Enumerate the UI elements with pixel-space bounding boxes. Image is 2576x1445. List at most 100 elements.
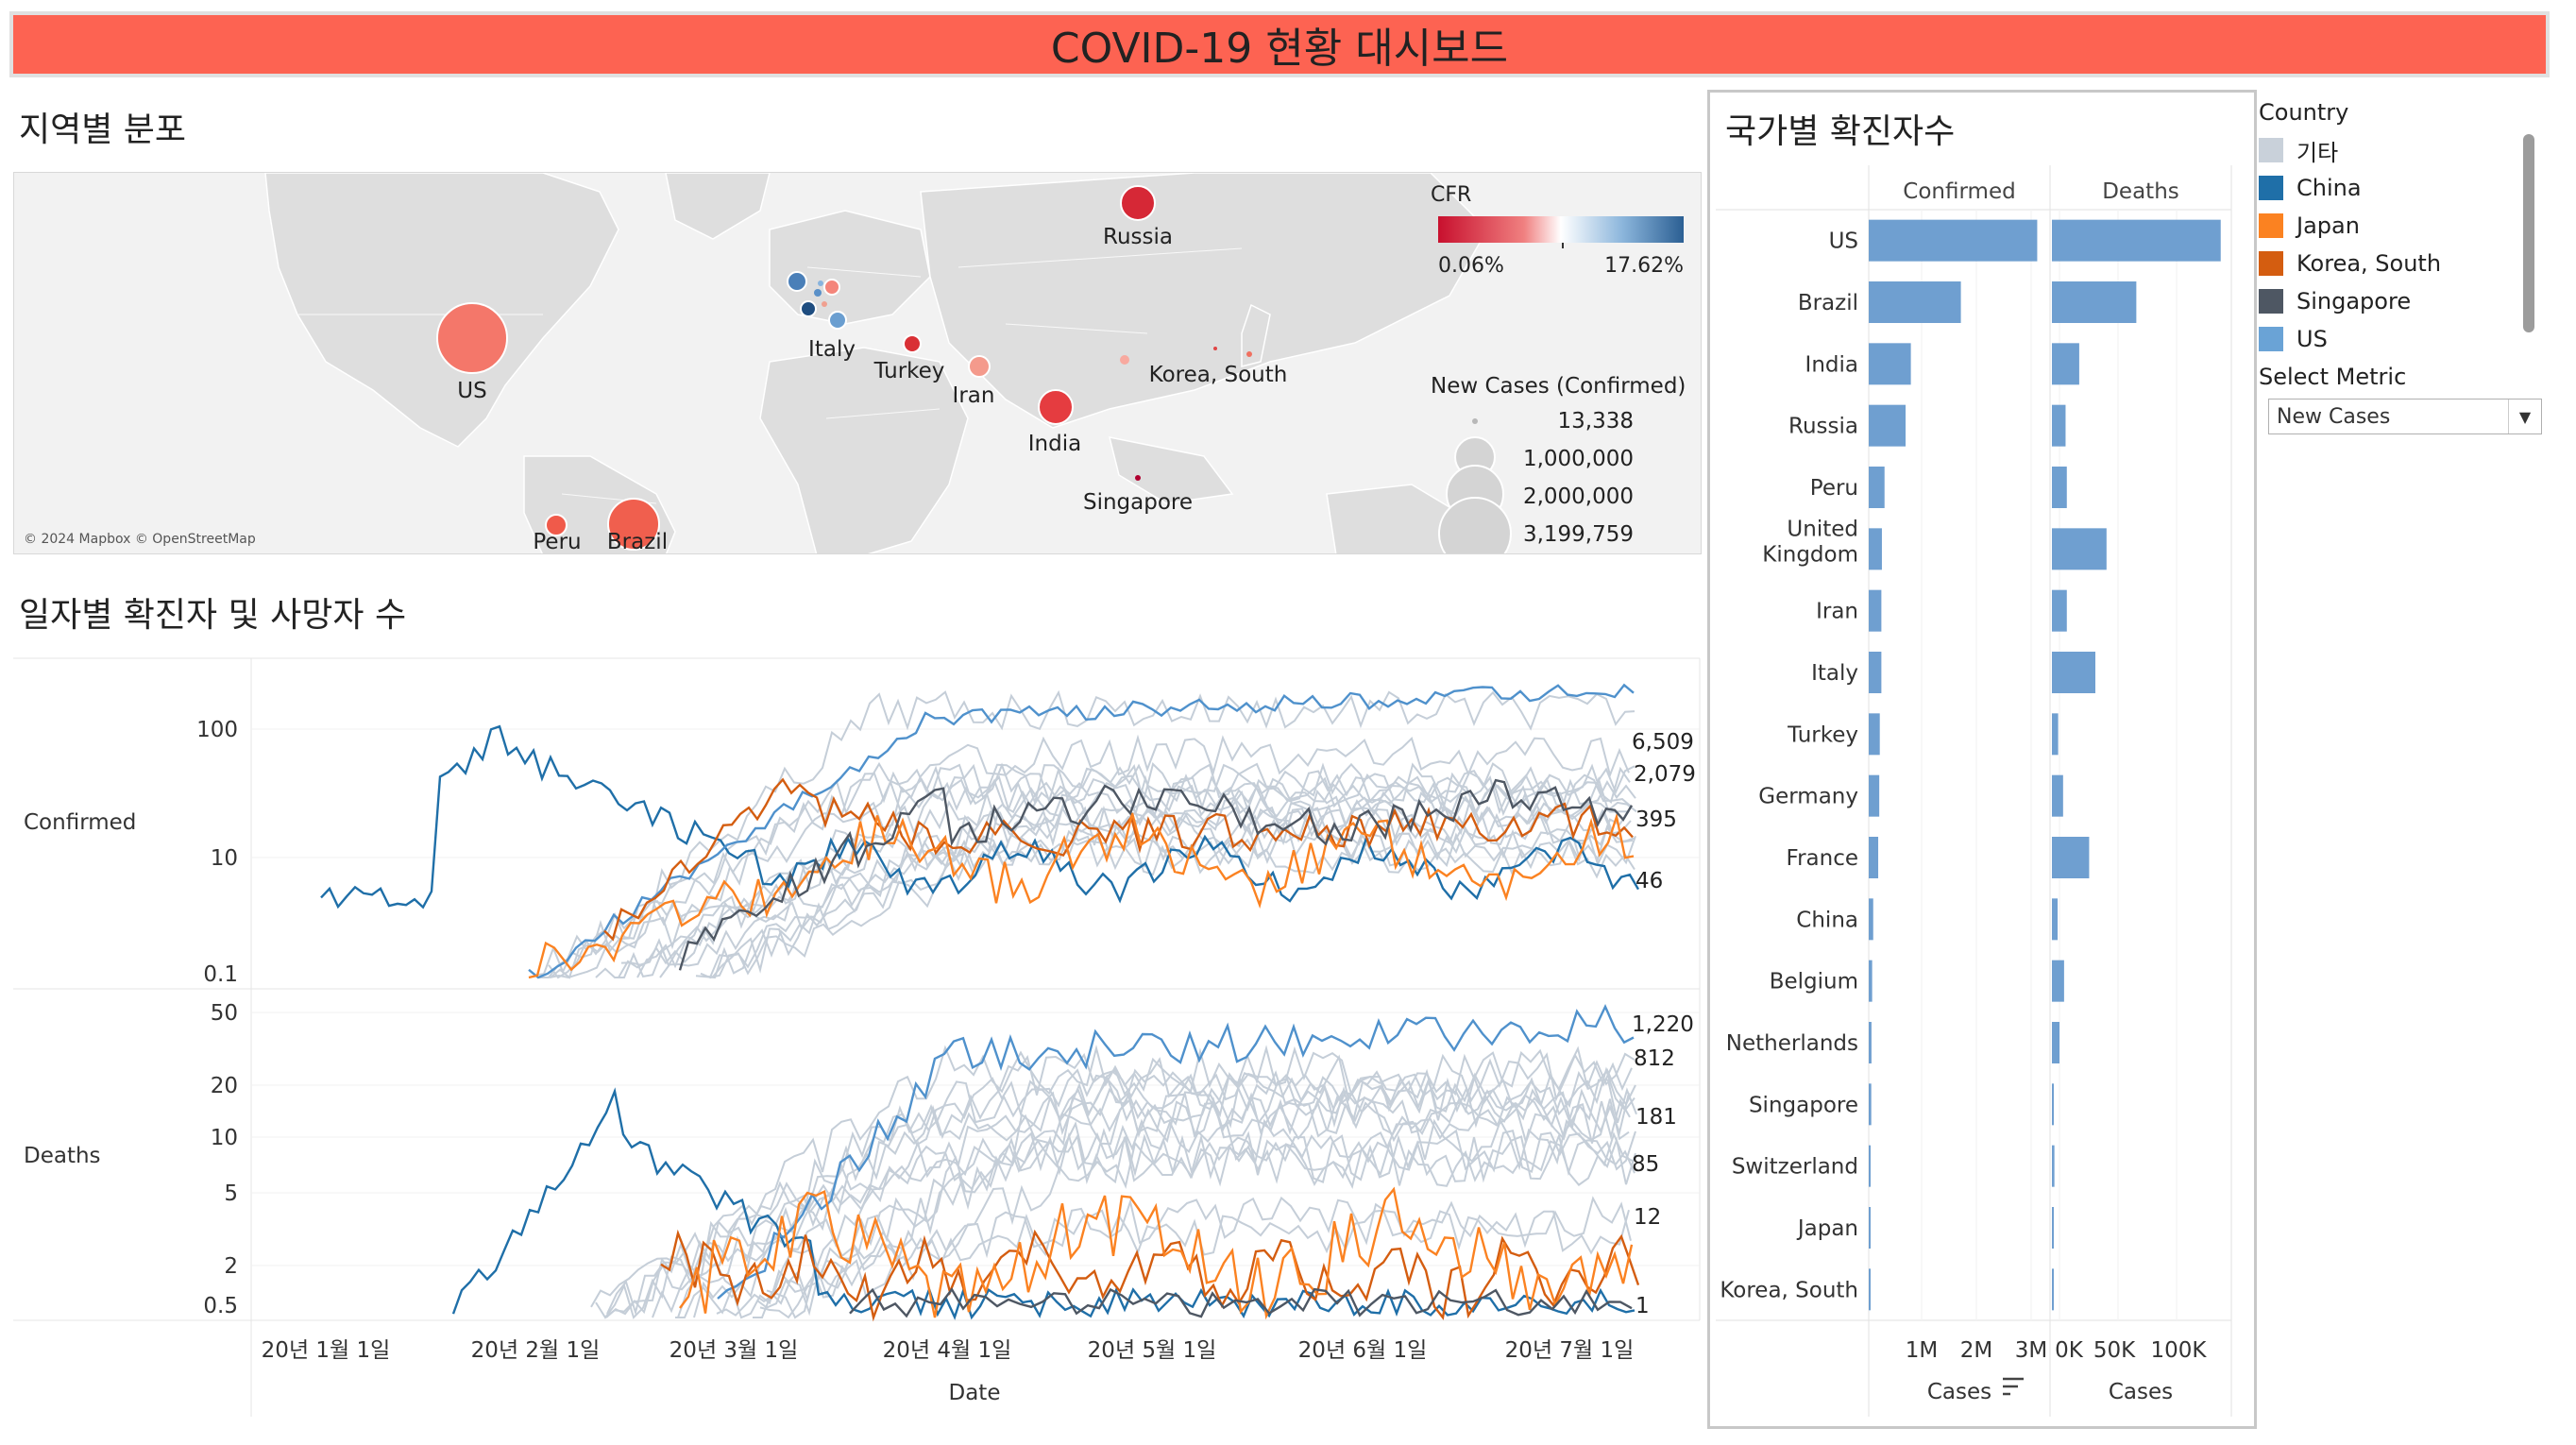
- world-map[interactable]: US Brazil Peru Russia Italy Turkey Iran …: [13, 172, 1702, 554]
- bar-col-confirmed: Confirmed: [1903, 179, 2015, 204]
- bar-row[interactable]: France: [1787, 837, 2090, 878]
- bar-confirmed[interactable]: [1869, 528, 1882, 570]
- bar-confirmed[interactable]: [1869, 404, 1907, 447]
- legend-item[interactable]: 기타: [2259, 131, 2542, 169]
- chevron-down-icon[interactable]: ▼: [2508, 400, 2541, 434]
- bar-deaths[interactable]: [2052, 1268, 2054, 1311]
- timeseries-chart[interactable]: Confirmed Deaths 100 10 0.1 50 20 10 5 2…: [0, 652, 1704, 1426]
- bar-row[interactable]: India: [1805, 343, 2079, 385]
- legend-swatch: [2259, 289, 2283, 314]
- africa-shape: [759, 347, 969, 553]
- bar-confirmed[interactable]: [1869, 1145, 1871, 1187]
- bar-confirmed[interactable]: [1869, 652, 1882, 693]
- size-legend-value-1: 13,338: [1558, 409, 1634, 434]
- bar-row[interactable]: Switzerland: [1732, 1145, 2055, 1187]
- bar-row[interactable]: Turkey: [1787, 713, 2059, 756]
- bar-row[interactable]: Japan: [1796, 1207, 2054, 1249]
- bar-deaths[interactable]: [2052, 281, 2137, 323]
- country-bar-chart[interactable]: Confirmed Deaths US Brazil India Russia Peru…: [1710, 161, 2254, 1426]
- timeseries-section-title: 일자별 확진자 및 사망자 수: [19, 596, 407, 635]
- bar-deaths[interactable]: [2052, 652, 2095, 693]
- bar-confirmed[interactable]: [1869, 774, 1880, 817]
- bar-deaths[interactable]: [2052, 1083, 2054, 1126]
- bar-confirmed[interactable]: [1869, 281, 1961, 323]
- deaths-end-label-2: 812: [1634, 1046, 1675, 1071]
- confirmed-end-label-2: 2,079: [1634, 762, 1696, 787]
- bar-deaths[interactable]: [2052, 343, 2079, 385]
- confirmed-y-ticks: 100 10 0.1: [196, 718, 238, 987]
- legend-item[interactable]: Singapore: [2259, 282, 2542, 320]
- legend-item[interactable]: China: [2259, 169, 2542, 207]
- deaths-end-label-6: 1: [1635, 1294, 1650, 1318]
- x-axis-title: Date: [949, 1381, 1001, 1405]
- map-section-title: 지역별 분포: [19, 110, 187, 149]
- bar-confirmed[interactable]: [1869, 219, 2038, 262]
- legend-swatch: [2259, 213, 2283, 238]
- other-countries-lines: [534, 689, 1637, 1319]
- bar-row[interactable]: Iran: [1816, 589, 2067, 632]
- country-bar-panel: 국가별 확진자수: [1707, 90, 2257, 1429]
- bar-deaths[interactable]: [2052, 1207, 2054, 1249]
- confirmed-tick-0-1: 0.1: [203, 962, 238, 987]
- legend-scrollbar[interactable]: [2523, 134, 2534, 332]
- bar-confirmed[interactable]: [1869, 343, 1911, 385]
- bar-country-label: Germany: [1758, 785, 1858, 809]
- bar-row[interactable]: Netherlands: [1726, 1022, 2060, 1063]
- bar-row[interactable]: Peru: [1810, 467, 2067, 508]
- bar-confirmed[interactable]: [1869, 1022, 1872, 1063]
- legend-item-label: China: [2296, 175, 2362, 201]
- bar-col-deaths: Deaths: [2102, 179, 2179, 204]
- bar-rows: US Brazil India Russia Peru United KingdomUni…: [1720, 219, 2221, 1311]
- bubble-germany: [823, 279, 840, 296]
- bar-row[interactable]: Singapore: [1749, 1083, 2054, 1126]
- bar-row[interactable]: Russia: [1788, 404, 2066, 447]
- bar-deaths[interactable]: [2052, 219, 2221, 262]
- size-legend-dot-4: [1438, 497, 1512, 553]
- bar-confirmed[interactable]: [1869, 1083, 1872, 1126]
- legend-item[interactable]: Korea, South: [2259, 245, 2542, 282]
- map-label-korea: Korea, South: [1149, 363, 1288, 387]
- bar-deaths[interactable]: [2052, 404, 2066, 447]
- bar-row[interactable]: Italy: [1811, 652, 2095, 693]
- southeast-asia-shape: [1108, 436, 1234, 504]
- bar-confirmed[interactable]: [1869, 898, 1873, 941]
- legend-item[interactable]: Japan: [2259, 207, 2542, 245]
- bar-row[interactable]: Korea, South: [1720, 1268, 2054, 1311]
- bar-row[interactable]: China: [1796, 898, 2059, 941]
- deaths-row-label: Deaths: [24, 1144, 101, 1168]
- bar-row[interactable]: Germany: [1758, 774, 2063, 817]
- bar-country-label: Singapore: [1749, 1093, 1858, 1117]
- bar-row[interactable]: Brazil: [1798, 281, 2137, 323]
- bar-deaths[interactable]: [2052, 467, 2067, 508]
- sort-icon[interactable]: [2003, 1377, 2024, 1396]
- bar-deaths[interactable]: [2052, 1145, 2055, 1187]
- bar-row[interactable]: United KingdomUnitedKingdom: [1762, 517, 2107, 570]
- bar-deaths[interactable]: [2052, 589, 2067, 632]
- bar-deaths[interactable]: [2052, 1022, 2060, 1063]
- bar-deaths[interactable]: [2052, 960, 2064, 1002]
- bar-confirmed[interactable]: [1869, 1268, 1871, 1311]
- cfr-legend-title: CFR: [1431, 183, 1471, 207]
- deaths-tick-50: 50: [211, 1001, 238, 1026]
- other-country-confirmed-line: [550, 774, 1637, 979]
- bubble-belgium: [814, 289, 822, 297]
- bar-row[interactable]: Belgium: [1770, 960, 2064, 1002]
- bar-deaths[interactable]: [2052, 774, 2063, 817]
- greenland-shape: [665, 173, 771, 240]
- bubble-uk: [787, 271, 807, 292]
- bar-deaths[interactable]: [2052, 528, 2107, 570]
- bar-confirmed[interactable]: [1869, 837, 1879, 878]
- bar-deaths[interactable]: [2052, 898, 2059, 941]
- metric-dropdown[interactable]: New Cases ▼: [2268, 399, 2542, 434]
- bar-confirmed[interactable]: [1869, 589, 1882, 632]
- bar-row[interactable]: US: [1829, 219, 2221, 262]
- size-legend-value-3: 2,000,000: [1523, 484, 1634, 509]
- bar-confirmed[interactable]: [1869, 713, 1880, 756]
- bar-deaths[interactable]: [2052, 837, 2090, 878]
- size-legend-values: 13,338 1,000,000 2,000,000 3,199,759: [1523, 409, 1634, 547]
- bar-confirmed[interactable]: [1869, 960, 1873, 1002]
- bar-deaths[interactable]: [2052, 713, 2059, 756]
- legend-item[interactable]: US: [2259, 320, 2542, 358]
- bar-confirmed[interactable]: [1869, 467, 1885, 508]
- bar-confirmed[interactable]: [1869, 1207, 1871, 1249]
